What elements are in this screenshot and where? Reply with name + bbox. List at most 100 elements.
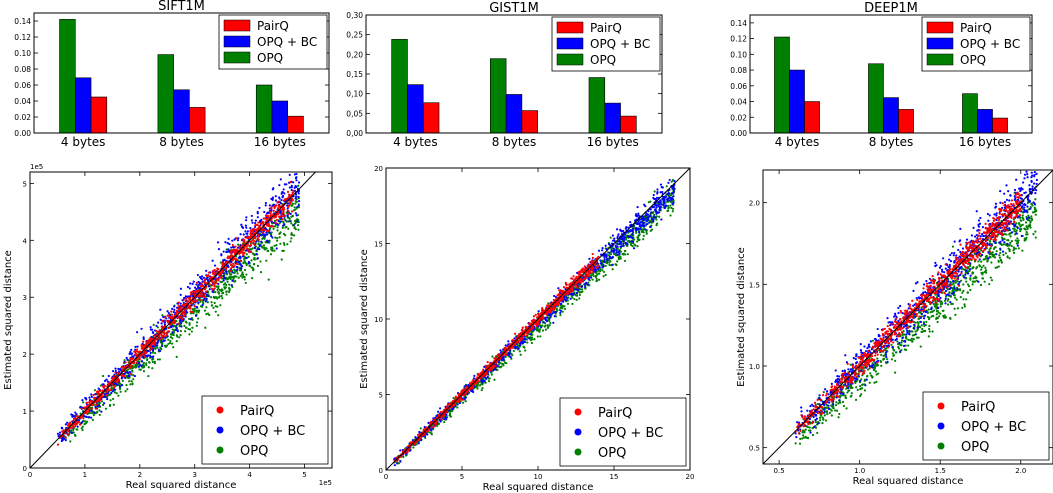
point bbox=[666, 197, 670, 200]
point bbox=[655, 218, 658, 221]
point bbox=[631, 232, 634, 236]
point bbox=[278, 184, 281, 187]
bar bbox=[255, 84, 273, 134]
point bbox=[175, 324, 178, 328]
point bbox=[622, 239, 625, 243]
point bbox=[107, 394, 111, 397]
point bbox=[231, 265, 234, 269]
y-tick-label: 0.02 bbox=[730, 113, 747, 122]
bar bbox=[391, 39, 408, 134]
point bbox=[647, 216, 650, 220]
legend-marker bbox=[216, 446, 224, 454]
point bbox=[290, 210, 294, 213]
point bbox=[262, 226, 266, 229]
point bbox=[288, 186, 291, 189]
point bbox=[640, 216, 644, 220]
point bbox=[186, 300, 190, 303]
point bbox=[64, 423, 67, 426]
point bbox=[256, 216, 259, 219]
point bbox=[397, 462, 401, 465]
point bbox=[544, 318, 547, 322]
bar bbox=[422, 102, 440, 134]
point bbox=[553, 315, 556, 318]
point bbox=[142, 370, 146, 373]
point bbox=[572, 293, 575, 296]
point bbox=[667, 191, 671, 195]
point bbox=[203, 295, 206, 298]
point bbox=[244, 261, 247, 264]
legend-swatch bbox=[223, 35, 251, 48]
point bbox=[130, 380, 133, 383]
point bbox=[569, 297, 572, 300]
point bbox=[287, 204, 290, 208]
x-tick-label: 4 bytes bbox=[393, 135, 438, 149]
point bbox=[652, 218, 655, 221]
point bbox=[218, 295, 221, 298]
point bbox=[233, 268, 236, 271]
point bbox=[108, 382, 112, 385]
point bbox=[163, 321, 166, 324]
point bbox=[205, 269, 208, 272]
point bbox=[491, 355, 494, 358]
point bbox=[204, 326, 207, 329]
point bbox=[158, 358, 162, 361]
point bbox=[142, 340, 145, 343]
point bbox=[240, 264, 243, 267]
y-tick-label: 0,00 bbox=[346, 129, 363, 138]
y-tick-label: 2 bbox=[23, 351, 27, 359]
x-tick-label: 4 bytes bbox=[775, 135, 820, 149]
point bbox=[660, 203, 663, 206]
point bbox=[235, 258, 239, 262]
point bbox=[628, 239, 631, 242]
point bbox=[649, 214, 652, 217]
point bbox=[249, 250, 252, 253]
point bbox=[631, 245, 634, 248]
point bbox=[91, 418, 94, 421]
point bbox=[69, 440, 72, 443]
point bbox=[195, 283, 198, 286]
point bbox=[652, 215, 655, 218]
point bbox=[256, 264, 260, 267]
point bbox=[217, 291, 220, 294]
point bbox=[176, 323, 179, 326]
point bbox=[569, 293, 572, 296]
point bbox=[189, 318, 192, 321]
point bbox=[155, 329, 158, 333]
point bbox=[254, 225, 257, 228]
point bbox=[566, 299, 569, 302]
point bbox=[112, 376, 116, 379]
point bbox=[183, 303, 186, 306]
point bbox=[201, 285, 205, 288]
point bbox=[70, 429, 73, 432]
bar bbox=[804, 101, 820, 134]
point bbox=[70, 431, 73, 434]
point bbox=[297, 184, 300, 187]
point bbox=[233, 257, 236, 260]
point bbox=[631, 236, 634, 240]
x-tick-label: 3 bbox=[192, 471, 196, 479]
point bbox=[247, 262, 250, 265]
point bbox=[635, 231, 638, 234]
point bbox=[64, 436, 67, 439]
point bbox=[270, 224, 273, 228]
point bbox=[289, 181, 292, 184]
point bbox=[182, 317, 185, 321]
point bbox=[251, 277, 254, 280]
point bbox=[243, 268, 247, 272]
point bbox=[666, 199, 669, 203]
point bbox=[408, 449, 412, 452]
point bbox=[658, 211, 661, 214]
point bbox=[120, 377, 123, 380]
point bbox=[528, 337, 531, 340]
point bbox=[449, 415, 453, 418]
point bbox=[178, 336, 181, 339]
point bbox=[144, 351, 147, 354]
point bbox=[178, 308, 181, 311]
point bbox=[118, 385, 122, 388]
point bbox=[227, 269, 230, 273]
point bbox=[271, 188, 274, 191]
point bbox=[210, 287, 213, 290]
point bbox=[94, 405, 97, 408]
legend-marker bbox=[216, 426, 224, 434]
point bbox=[101, 395, 104, 398]
